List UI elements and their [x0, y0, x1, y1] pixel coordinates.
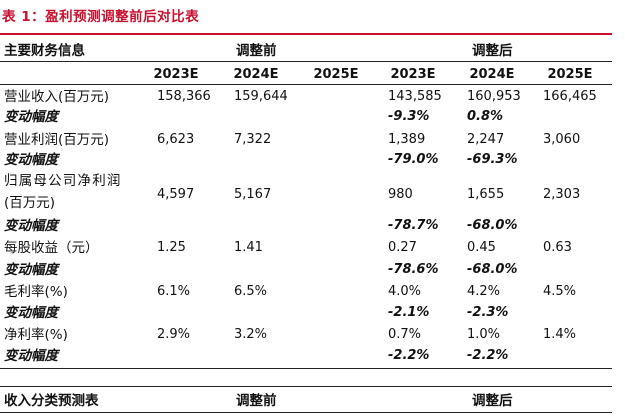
change-cell: -2.2%: [388, 348, 430, 363]
row-label-change: 变动幅度: [4, 348, 58, 364]
row-label-change: 变动幅度: [4, 109, 58, 125]
change-cell: -2.3%: [467, 305, 509, 320]
row-label-change: 变动幅度: [4, 152, 58, 168]
title-divider: [0, 33, 612, 35]
group-header-after: 调整后: [472, 43, 513, 59]
row-label-eps: 每股收益（元）: [4, 240, 99, 256]
table-cell: 0.7%: [388, 327, 422, 342]
row-label-net-profit-unit: (百万元): [4, 195, 56, 211]
header-divider: [0, 61, 612, 62]
table-cell: 6,623: [157, 132, 195, 147]
table-cell: 980: [388, 187, 413, 202]
change-cell: 0.8%: [467, 109, 504, 124]
year-header: 2023E: [153, 67, 199, 82]
row-label-revenue: 营业收入(百万元): [4, 89, 110, 105]
second-group-header-after: 调整后: [472, 393, 513, 409]
change-cell: -78.7%: [388, 218, 439, 233]
second-group-header-before: 调整前: [236, 393, 277, 409]
change-cell: -68.0%: [467, 262, 518, 277]
table-cell: 143,585: [388, 89, 442, 104]
change-cell: -78.6%: [388, 262, 439, 277]
main-info-header: 主要财务信息: [4, 43, 85, 59]
row-label-net-margin: 净利率(%): [4, 327, 68, 343]
change-cell: -68.0%: [467, 218, 518, 233]
table-cell: 0.63: [543, 240, 572, 255]
year-header: 2025E: [547, 67, 593, 82]
table-cell: 4.5%: [543, 284, 577, 299]
table-cell: 7,322: [234, 132, 272, 147]
table-cell: 160,953: [467, 89, 521, 104]
row-label-change: 变动幅度: [4, 218, 58, 234]
group-header-before: 调整前: [236, 43, 277, 59]
table-cell: 1,389: [388, 132, 426, 147]
second-header-divider: [0, 412, 612, 413]
table-cell: 2,247: [467, 132, 505, 147]
table-cell: 6.1%: [157, 284, 191, 299]
table-cell: 159,644: [234, 89, 288, 104]
table-cell: 1.41: [234, 240, 263, 255]
table-cell: 1.25: [157, 240, 186, 255]
table-cell: 4.0%: [388, 284, 422, 299]
table-cell: 6.5%: [234, 284, 268, 299]
table-cell: 4.2%: [467, 284, 501, 299]
year-header: 2025E: [313, 67, 359, 82]
table-cell: 1,655: [467, 187, 505, 202]
table-cell: 0.45: [467, 240, 496, 255]
table-cell: 2,303: [543, 187, 581, 202]
table-cell: 5,167: [234, 187, 272, 202]
change-cell: -2.1%: [388, 305, 430, 320]
table-cell: 4,597: [157, 187, 195, 202]
second-table-top-rule: [0, 386, 612, 387]
row-label-operating-profit: 营业利润(百万元): [4, 132, 110, 148]
year-header: 2024E: [233, 67, 279, 82]
row-label-gross-margin: 毛利率(%): [4, 284, 68, 300]
table-cell: 0.27: [388, 240, 417, 255]
year-header: 2024E: [469, 67, 515, 82]
change-cell: -69.3%: [467, 152, 518, 167]
table-cell: 2.9%: [157, 327, 191, 342]
table-cell: 166,465: [543, 89, 597, 104]
table-cell: 3,060: [543, 132, 581, 147]
table-cell: 158,366: [157, 89, 211, 104]
table-cell: 1.0%: [467, 327, 501, 342]
years-divider: [0, 84, 612, 85]
table-title: 表 1：盈利预测调整前后对比表: [2, 9, 200, 25]
change-cell: -9.3%: [388, 109, 430, 124]
table-cell: 3.2%: [234, 327, 268, 342]
change-cell: -2.2%: [467, 348, 509, 363]
row-label-change: 变动幅度: [4, 262, 58, 278]
row-label-net-profit: 归属母公司净利润: [4, 173, 122, 189]
change-cell: -79.0%: [388, 152, 439, 167]
table-bottom-rule: [0, 368, 612, 369]
row-label-change: 变动幅度: [4, 305, 58, 321]
year-header: 2023E: [390, 67, 436, 82]
table-cell: 1.4%: [543, 327, 577, 342]
revenue-category-header: 收入分类预测表: [4, 393, 99, 409]
